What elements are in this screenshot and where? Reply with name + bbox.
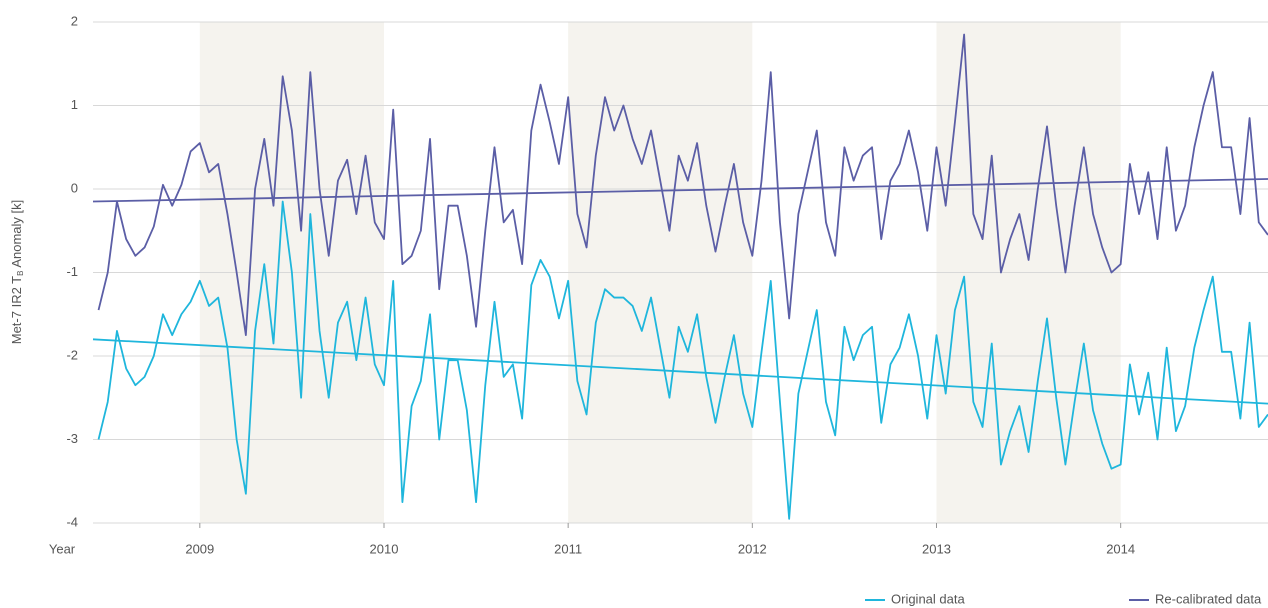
series-line bbox=[97, 33, 1268, 337]
x-tick-label: 2011 bbox=[554, 541, 582, 556]
x-tick-label: 2012 bbox=[738, 541, 767, 556]
x-tick-label: 2013 bbox=[922, 541, 951, 556]
trend-line bbox=[92, 338, 1268, 405]
y-axis-label: Met-7 IR2 TB Anomaly [k] bbox=[9, 200, 25, 345]
y-tick-label: -1 bbox=[66, 264, 78, 279]
lines bbox=[92, 33, 1268, 520]
x-axis-label: Year bbox=[49, 541, 76, 556]
x-tick-label: 2009 bbox=[185, 541, 214, 556]
trend-line bbox=[92, 178, 1268, 203]
y-tick-label: -4 bbox=[66, 514, 78, 529]
series-line bbox=[97, 200, 1268, 520]
y-tick-label: 2 bbox=[71, 13, 78, 28]
y-tick-label: 0 bbox=[71, 180, 78, 195]
x-tick-label: 2010 bbox=[370, 541, 399, 556]
y-axis-label-main: Met-7 IR2 T bbox=[9, 276, 24, 344]
y-tick-label: 1 bbox=[71, 97, 78, 112]
y-tick-label: -2 bbox=[66, 347, 78, 362]
x-tick-label: 2014 bbox=[1106, 541, 1135, 556]
legend-label: Original data bbox=[891, 591, 965, 606]
legend-label: Re-calibrated data bbox=[1155, 591, 1262, 606]
labels: Met-7 IR2 TB Anomaly [k] Year 2 1 0 -1 -2 -3 -… bbox=[9, 13, 1262, 606]
y-axis-label-rest: Anomaly [k] bbox=[9, 200, 24, 271]
grid bbox=[93, 21, 1268, 528]
y-tick-label: -3 bbox=[66, 431, 78, 446]
y-axis-label-sub: B bbox=[16, 271, 25, 276]
